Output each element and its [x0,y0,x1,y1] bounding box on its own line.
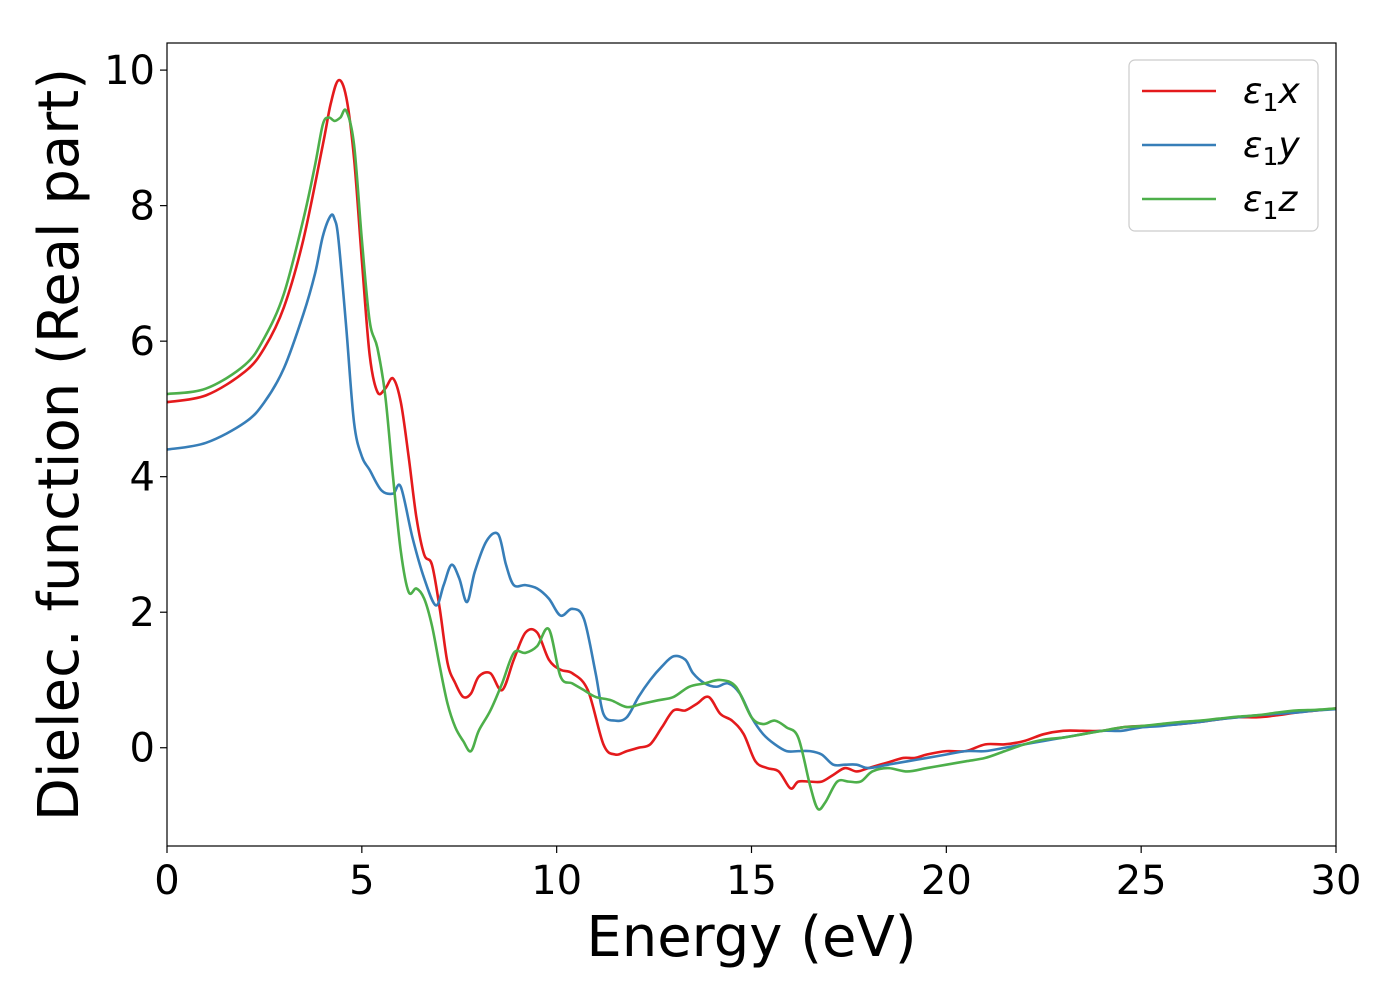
x-tick-label: 20 [921,858,972,904]
x-tick-label: 10 [531,858,582,904]
x-axis: 0 5 10 15 20 25 30 [154,846,1361,904]
x-axis-label: Energy (eV) [586,905,916,970]
y-tick-label: 2 [130,590,155,636]
series-line-x [167,78,1336,790]
x-tick-label: 15 [726,858,777,904]
legend-box [1128,59,1319,232]
series-layer [167,78,1336,811]
y-tick-label: 6 [130,319,155,365]
y-axis-label: Dielec. function (Real part) [27,68,92,821]
legend-label-y: ε1y [1243,125,1300,171]
y-tick-label: 4 [130,455,155,501]
legend-label-x: ε1x [1243,71,1300,117]
legend: ε1x ε1y ε1z [1128,59,1319,232]
series-line-z [167,108,1336,811]
legend-label-z: ε1z [1243,179,1298,225]
y-tick-label: 0 [130,726,155,772]
x-tick-label: 25 [1116,858,1167,904]
x-tick-label: 0 [154,858,179,904]
x-tick-label: 30 [1311,858,1362,904]
y-tick-label: 8 [130,184,155,230]
y-tick-label: 10 [104,48,155,94]
x-tick-label: 5 [349,858,374,904]
y-axis: 0 2 4 6 8 10 [104,48,167,772]
